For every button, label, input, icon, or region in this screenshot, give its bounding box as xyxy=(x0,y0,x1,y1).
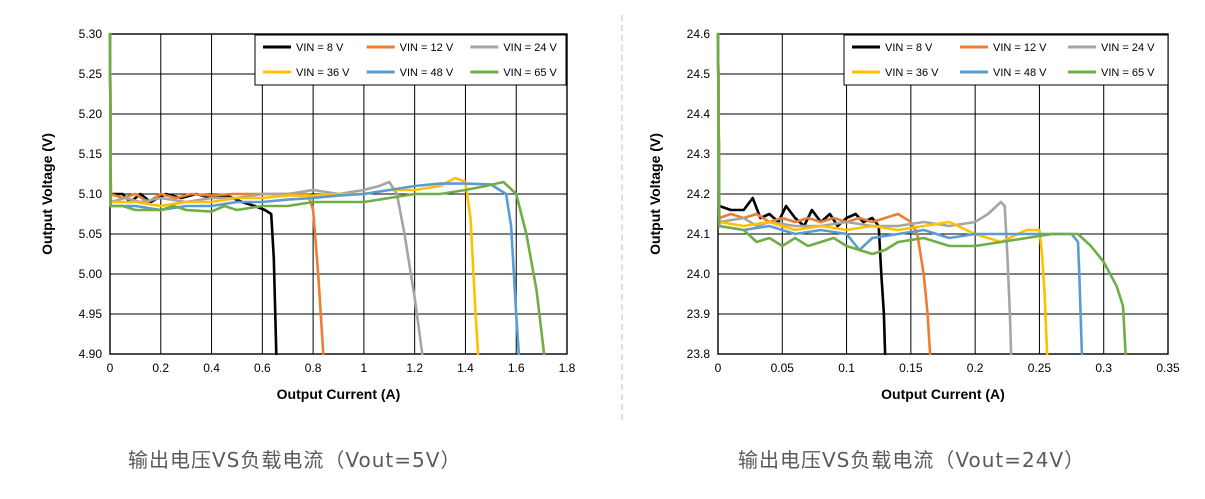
panel-divider xyxy=(621,15,623,420)
left-x-tick-label: 1.2 xyxy=(406,361,423,375)
left-x-tick-label: 0.6 xyxy=(254,361,271,375)
left-x-tick-label: 0.4 xyxy=(203,361,220,375)
right-plot-area xyxy=(716,32,1169,356)
right-y-tick-label: 24.4 xyxy=(687,107,711,121)
caption-vout-24v: 输出电压VS负载电流（Vout=24V） xyxy=(738,448,1086,472)
left-y-axis-title: Output Voltage (V) xyxy=(39,133,55,255)
left-x-tick-label: 0.8 xyxy=(305,361,322,375)
right-legend-label-vin-8-v: VIN = 8 V xyxy=(885,42,933,54)
left-y-tick-label: 5.25 xyxy=(79,67,103,81)
left-series-vin-36-v xyxy=(108,32,480,356)
left-x-tick-label: 1.6 xyxy=(508,361,525,375)
right-x-tick-label: 0.25 xyxy=(1028,361,1052,375)
right-series-vin-24-v xyxy=(716,32,1013,356)
left-x-tick-label: 0 xyxy=(107,361,114,375)
left-x-tick-label: 0.2 xyxy=(152,361,169,375)
right-y-tick-label: 23.9 xyxy=(687,307,711,321)
right-y-tick-label: 24.6 xyxy=(687,27,711,41)
left-x-tick-label: 1 xyxy=(361,361,368,375)
right-y-tick-label: 24.5 xyxy=(687,67,711,81)
chart-vout-5v: 0 0.2 0.4 0.6 0.8 1 1.2 1.4 1.6 1.8 4.90 4.95 5.00 5.… xyxy=(39,27,576,402)
right-y-tick-label: 24.1 xyxy=(687,227,711,241)
right-x-tick-label: 0.3 xyxy=(1095,361,1112,375)
right-x-tick-label: 0 xyxy=(715,361,722,375)
left-legend-label-vin-8-v: VIN = 8 V xyxy=(296,42,344,54)
left-legend-box xyxy=(254,34,567,86)
left-x-tick-label: 1.8 xyxy=(559,361,576,375)
left-series-vin-65-v xyxy=(108,32,546,356)
right-x-tick-label: 0.15 xyxy=(899,361,923,375)
right-y-tick-label: 24.0 xyxy=(687,267,711,281)
right-legend-box xyxy=(843,34,1169,86)
left-y-tick-label: 5.20 xyxy=(79,107,103,121)
left-y-tick-label: 4.90 xyxy=(79,347,103,361)
right-series-vin-65-v xyxy=(716,32,1127,356)
left-legend-label-vin-36-v: VIN = 36 V xyxy=(296,67,350,79)
right-series-vin-48-v xyxy=(716,32,1084,356)
right-x-axis-title: Output Current (A) xyxy=(881,386,1005,402)
right-y-axis-title: Output Voltage (V) xyxy=(647,133,663,255)
right-x-tick-label: 0.05 xyxy=(771,361,795,375)
left-y-tick-label: 4.95 xyxy=(79,307,103,321)
left-y-tick-label: 5.30 xyxy=(79,27,103,41)
left-x-tick-label: 1.4 xyxy=(457,361,474,375)
right-legend-label-vin-24-v: VIN = 24 V xyxy=(1101,42,1155,54)
right-legend-label-vin-12-v: VIN = 12 V xyxy=(993,42,1047,54)
right-series-vin-12-v xyxy=(716,32,932,356)
right-legend-label-vin-48-v: VIN = 48 V xyxy=(993,67,1047,79)
left-y-tick-label: 5.00 xyxy=(79,267,103,281)
chart-vout-24v: 0 0.05 0.1 0.15 0.2 0.25 0.3 0.35 23.8 23.9 24.0 24… xyxy=(647,27,1180,402)
right-legend-label-vin-36-v: VIN = 36 V xyxy=(885,67,939,79)
right-x-tick-label: 0.1 xyxy=(838,361,855,375)
right-x-tick-label: 0.2 xyxy=(967,361,984,375)
left-legend-label-vin-65-v: VIN = 65 V xyxy=(503,67,557,79)
right-y-tick-label: 23.8 xyxy=(687,347,711,361)
left-legend-label-vin-24-v: VIN = 24 V xyxy=(503,42,557,54)
right-y-tick-label: 24.3 xyxy=(687,147,711,161)
left-y-tick-label: 5.05 xyxy=(79,227,103,241)
left-legend-label-vin-48-v: VIN = 48 V xyxy=(400,67,454,79)
left-legend-label-vin-12-v: VIN = 12 V xyxy=(400,42,454,54)
right-x-tick-label: 0.35 xyxy=(1156,361,1180,375)
right-legend: VIN = 8 V VIN = 12 V VIN = 24 V VIN = 36 V V… xyxy=(843,34,1169,86)
right-y-tick-label: 24.2 xyxy=(687,187,711,201)
left-legend: VIN = 8 V VIN = 12 V VIN = 24 V VIN = 36 V V… xyxy=(254,34,567,86)
left-y-tick-label: 5.10 xyxy=(79,187,103,201)
left-plot-area xyxy=(108,32,568,356)
caption-vout-5v: 输出电压VS负载电流（Vout=5V） xyxy=(128,448,462,472)
left-x-axis-title: Output Current (A) xyxy=(277,386,401,402)
right-legend-label-vin-65-v: VIN = 65 V xyxy=(1101,67,1155,79)
left-y-tick-label: 5.15 xyxy=(79,147,103,161)
